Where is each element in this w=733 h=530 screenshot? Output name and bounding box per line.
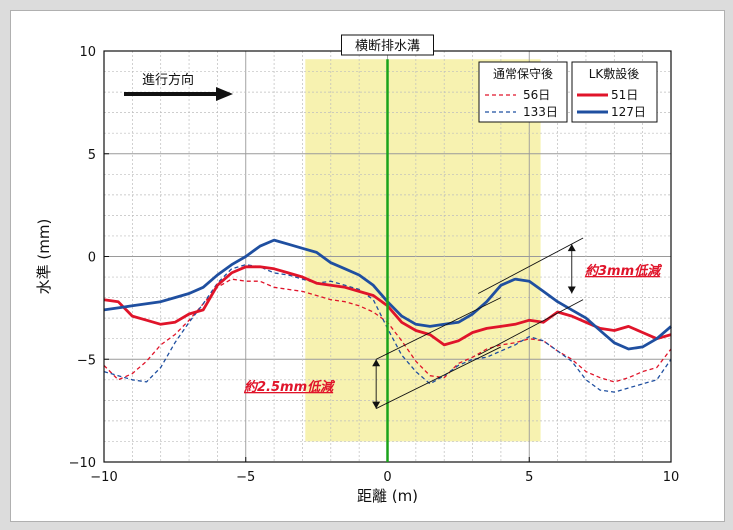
annotation-arrowhead [372, 401, 381, 409]
y-tick-label: 10 [79, 45, 96, 60]
x-tick-label: 5 [525, 470, 533, 485]
y-tick-label: 0 [88, 251, 96, 266]
annotation-arrowhead [372, 359, 381, 367]
chart-svg: −10 −5 0 5 10 10 5 0 −5 −10 距離 (m) 水準 (mm) 横断排水溝進行方… [35, 34, 680, 505]
y-tick-label: −10 [69, 456, 96, 471]
y-tick-label: −5 [77, 353, 96, 368]
annotation-arrowhead [567, 244, 576, 252]
annotation-guide-lower-left [375, 346, 502, 409]
legend-label-56: 56日 [523, 88, 550, 102]
legend-group1-title: 通常保守後 [493, 67, 553, 81]
direction-label: 進行方向 [142, 72, 194, 88]
legend-label-127: 127日 [611, 105, 646, 119]
chart-frame: −10 −5 0 5 10 10 5 0 −5 −10 距離 (m) 水準 (mm) 横断排水溝進行方… [10, 10, 725, 522]
center-line-label: 横断排水溝 [355, 39, 420, 54]
center-label-box [341, 34, 434, 56]
direction-arrow-head [216, 87, 233, 101]
annotation-guide-upper-left [375, 297, 502, 360]
annotation-label-2-5mm: 約2.5mm低減 [243, 379, 335, 395]
annotation-label-3mm: 約3mm低減 [584, 263, 662, 279]
annotation-arrowhead [567, 286, 576, 294]
legend-label-51: 51日 [611, 88, 638, 102]
y-axis-title: 水準 (mm) [35, 219, 53, 295]
x-tick-label: −10 [90, 470, 117, 485]
annotation-guide-upper-right [478, 237, 584, 294]
legend-label-133: 133日 [523, 105, 558, 119]
x-tick-label: 0 [383, 470, 391, 485]
annotation-guide-lower-right [478, 299, 584, 356]
legend-group2-title: LK敷設後 [589, 66, 640, 81]
x-axis-title: 距離 (m) [357, 487, 418, 505]
x-tick-label: 10 [663, 470, 680, 485]
x-tick-label: −5 [236, 470, 255, 485]
y-tick-label: 5 [88, 148, 96, 163]
